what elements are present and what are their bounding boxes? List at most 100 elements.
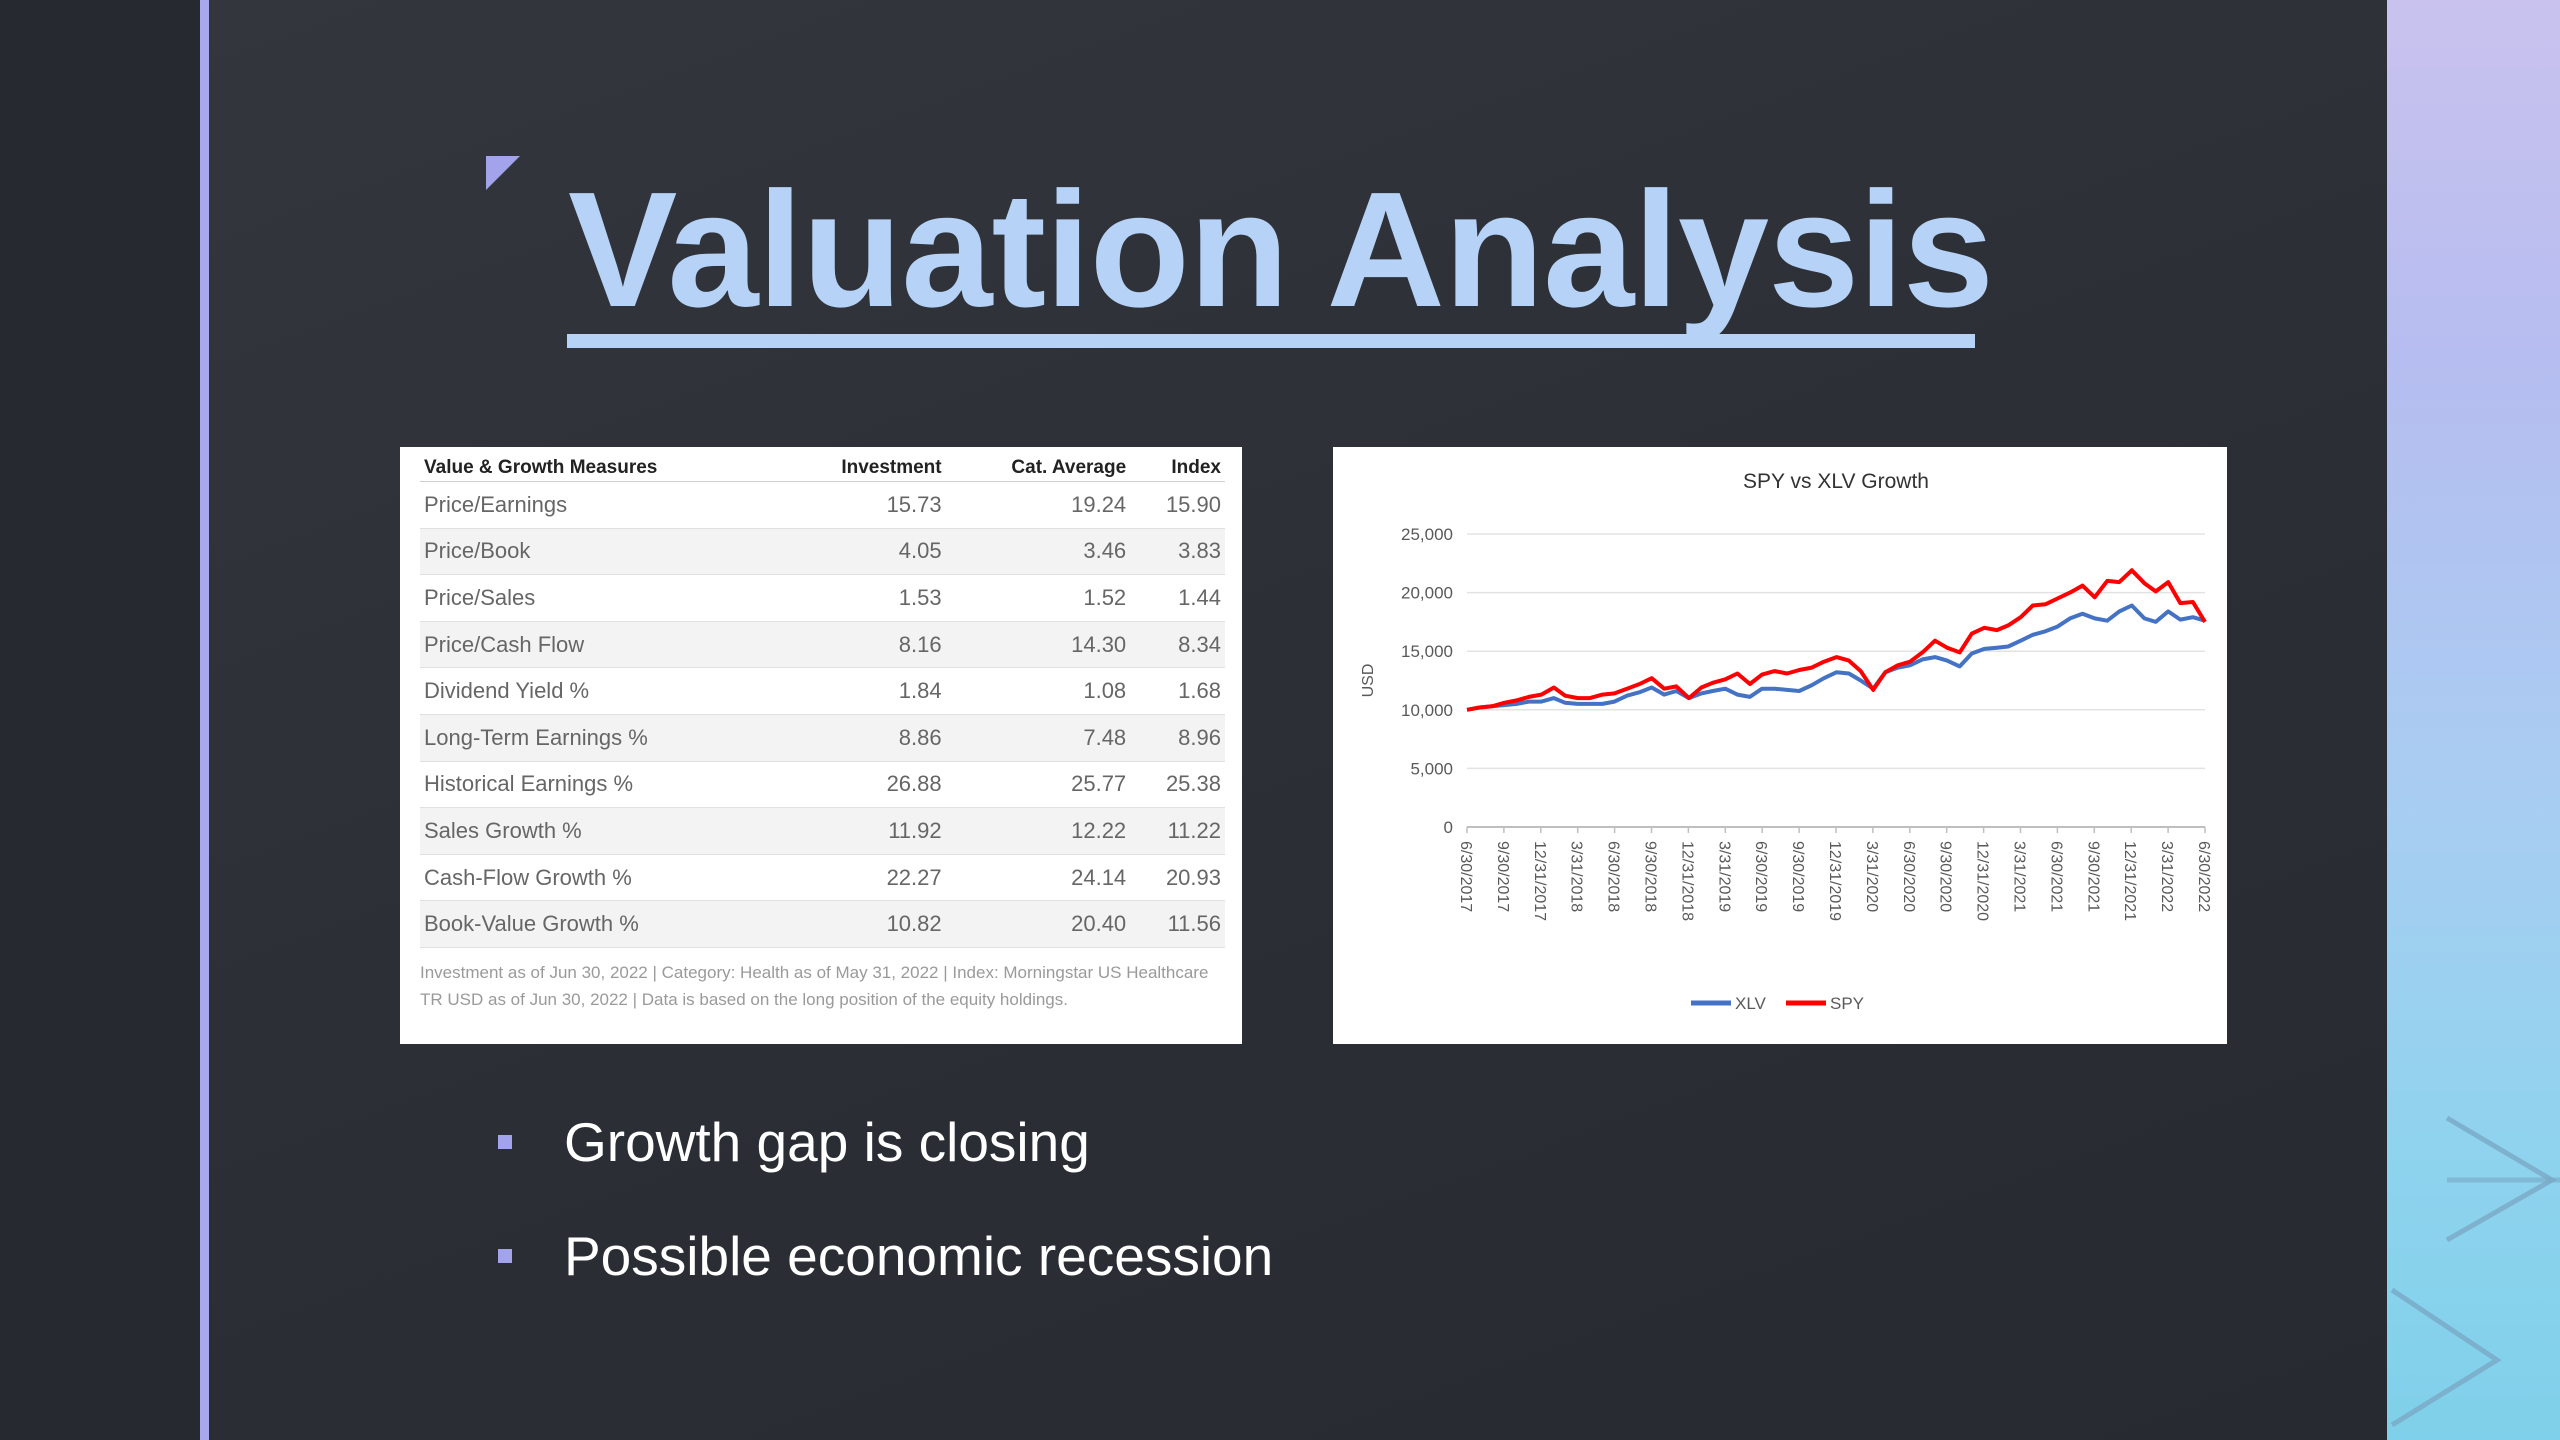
y-tick-label: 20,000 [1401, 584, 1453, 603]
column-header: Cat. Average [945, 455, 1131, 482]
table-row: Long-Term Earnings % 8.86 7.48 8.96 [420, 714, 1225, 762]
table-row: Historical Earnings % 26.88 25.77 25.38 [420, 761, 1225, 809]
legend-label: XLV [1735, 994, 1767, 1013]
x-tick-label: 12/31/2020 [1974, 841, 1991, 921]
y-tick-label: 15,000 [1401, 642, 1453, 661]
x-tick-label: 9/30/2020 [1937, 841, 1954, 912]
table-cell: Price/Earnings [420, 481, 783, 529]
table-cell: 15.73 [782, 481, 946, 529]
y-tick-label: 5,000 [1410, 759, 1453, 778]
table-row: Book-Value Growth % 10.82 20.40 11.56 [420, 900, 1225, 948]
bullet-text: Growth gap is closing [564, 1111, 1090, 1173]
title-underline [567, 334, 1975, 348]
bullet-square-icon [498, 1135, 512, 1149]
table-cell: Long-Term Earnings % [420, 714, 783, 762]
table-cell: Price/Cash Flow [420, 621, 783, 669]
table-cell: 12.22 [945, 807, 1131, 855]
table-cell: 26.88 [782, 761, 946, 809]
y-axis-label: USD [1360, 664, 1377, 698]
table-cell: Sales Growth % [420, 807, 783, 855]
decorative-side-panel [2387, 0, 2560, 1440]
table-cell: Historical Earnings % [420, 761, 783, 809]
table-cell: 8.96 [1130, 714, 1225, 762]
table-cell: 1.68 [1130, 667, 1225, 715]
x-tick-label: 6/30/2018 [1605, 841, 1622, 912]
x-tick-label: 12/31/2019 [1826, 841, 1843, 921]
x-tick-label: 12/31/2018 [1678, 841, 1695, 921]
x-tick-label: 12/31/2021 [2121, 841, 2138, 921]
column-header: Value & Growth Measures [420, 455, 783, 482]
table-cell: 8.86 [782, 714, 946, 762]
x-tick-label: 3/31/2019 [1715, 841, 1732, 912]
table-cell: 1.53 [782, 574, 946, 622]
table-footnote: Investment as of Jun 30, 2022 | Category… [420, 963, 1209, 1009]
x-tick-label: 12/31/2017 [1531, 841, 1548, 921]
table-row: Cash-Flow Growth % 22.27 24.14 20.93 [420, 854, 1225, 902]
title-corner-mark-icon [486, 156, 520, 190]
accent-rule [200, 0, 209, 1440]
table-row: Price/Earnings 15.73 19.24 15.90 [420, 481, 1225, 529]
table-cell: 14.30 [945, 621, 1131, 669]
table-cell: 1.44 [1130, 574, 1225, 622]
bullet-item: Growth gap is closing [498, 1085, 1273, 1199]
y-tick-label: 25,000 [1401, 525, 1453, 544]
column-header: Index [1130, 455, 1225, 482]
x-tick-label: 9/30/2019 [1789, 841, 1806, 912]
table-row: Dividend Yield % 1.84 1.08 1.68 [420, 667, 1225, 715]
table-cell: 10.82 [782, 900, 946, 948]
table-cell: 22.27 [782, 854, 946, 902]
x-tick-label: 6/30/2017 [1457, 841, 1474, 912]
table-cell: 20.40 [945, 900, 1131, 948]
valuation-table: Value & Growth Measures Investment Cat. … [420, 455, 1225, 948]
table-cell: 1.52 [945, 574, 1131, 622]
table-cell: 11.22 [1130, 807, 1225, 855]
table-cell: Price/Sales [420, 574, 783, 622]
bullet-square-icon [498, 1249, 512, 1263]
slide-title: Valuation Analysis [568, 158, 1994, 341]
table-cell: 11.56 [1130, 900, 1225, 948]
y-tick-label: 0 [1444, 818, 1453, 837]
x-tick-label: 9/30/2021 [2084, 841, 2101, 912]
x-tick-label: 6/30/2019 [1752, 841, 1769, 912]
x-tick-label: 3/31/2021 [2011, 841, 2028, 912]
growth-chart: SPY vs XLV Growth 0 5,000 10,000 15,000 20,00… [1360, 470, 2212, 1013]
growth-chart-image: SPY vs XLV Growth 0 5,000 10,000 15,000 20,00… [1333, 447, 2227, 1044]
table-cell: 15.90 [1130, 481, 1225, 529]
valuation-table-image: Value & Growth Measures Investment Cat. … [400, 447, 1242, 1044]
x-tick-label: 3/31/2022 [2158, 841, 2175, 912]
table-cell: 25.38 [1130, 761, 1225, 809]
x-tick-label: 3/31/2018 [1568, 841, 1585, 912]
bullet-item: Possible economic recession [498, 1199, 1273, 1313]
table-cell: 3.83 [1130, 528, 1225, 576]
table-row: Price/Cash Flow 8.16 14.30 8.34 [420, 621, 1225, 669]
table-cell: 25.77 [945, 761, 1131, 809]
table-row: Price/Sales 1.53 1.52 1.44 [420, 574, 1225, 622]
x-tick-label: 6/30/2020 [1900, 841, 1917, 912]
table-cell: 8.16 [782, 621, 946, 669]
x-tick-label: 6/30/2022 [2195, 841, 2212, 912]
bullet-list: Growth gap is closing Possible economic … [498, 1085, 1273, 1313]
table-cell: 1.84 [782, 667, 946, 715]
table-cell: 19.24 [945, 481, 1131, 529]
column-header: Investment [782, 455, 946, 482]
table-cell: Dividend Yield % [420, 667, 783, 715]
series-line-xlv [1466, 603, 2206, 712]
table-row: Price/Book 4.05 3.46 3.83 [420, 528, 1225, 576]
chevron-decoration-icon [2390, 1115, 2560, 1428]
table-cell: Book-Value Growth % [420, 900, 783, 948]
table-cell: 4.05 [782, 528, 946, 576]
table-cell: 11.92 [782, 807, 946, 855]
y-tick-label: 10,000 [1401, 701, 1453, 720]
table-cell: 20.93 [1130, 854, 1225, 902]
table-cell: Cash-Flow Growth % [420, 854, 783, 902]
x-tick-label: 6/30/2021 [2047, 841, 2064, 912]
x-tick-label: 3/31/2020 [1863, 841, 1880, 912]
chart-title: SPY vs XLV Growth [1743, 470, 1929, 493]
bullet-text: Possible economic recession [564, 1225, 1274, 1287]
table-cell: 7.48 [945, 714, 1131, 762]
table-cell: 1.08 [945, 667, 1131, 715]
legend-label: SPY [1830, 994, 1864, 1013]
table-cell: 24.14 [945, 854, 1131, 902]
series-line-spy [1466, 568, 2207, 712]
table-cell: Price/Book [420, 528, 783, 576]
